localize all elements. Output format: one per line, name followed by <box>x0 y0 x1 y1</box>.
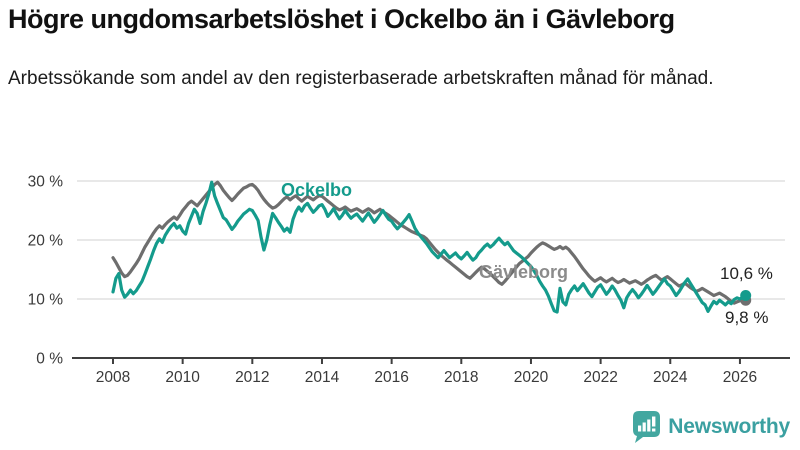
x-tick-label: 2022 <box>583 369 617 386</box>
y-tick-label: 30 % <box>28 174 64 191</box>
series-line-gävleborg <box>111 180 748 305</box>
x-tick-label: 2024 <box>653 369 688 386</box>
x-tick-label: 2016 <box>374 369 408 386</box>
chart-subtitle: Arbetssökande som andel av den registerb… <box>8 68 714 89</box>
x-tick-label: 2012 <box>235 369 269 386</box>
x-axis-ticks: 2008 2010 2012 2014 2016 2018 2020 2022 2024 2026 <box>96 358 757 386</box>
newsworthy-logo: Newsworthy <box>633 411 790 443</box>
x-tick-label: 2010 <box>165 369 200 386</box>
y-tick-label: 10 % <box>28 292 64 309</box>
newsworthy-logo-text: Newsworthy <box>668 415 790 438</box>
series-lines <box>111 180 752 314</box>
end-value-gavleborg: 9,8 % <box>725 308 768 327</box>
x-tick-label: 2008 <box>96 369 130 386</box>
y-axis-labels: 30 % 20 % 10 % 0 % <box>28 174 64 368</box>
end-value-ockelbo: 10,6 % <box>720 264 773 283</box>
page-title: Högre ungdomsarbetslöshet i Ockelbo än i… <box>8 4 675 34</box>
series-label-gavleborg: Gävleborg <box>479 262 568 282</box>
series-label-ockelbo: Ockelbo <box>281 180 352 200</box>
newsworthy-logo-icon <box>633 411 661 443</box>
gridlines <box>77 180 785 300</box>
y-tick-label: 20 % <box>28 233 64 250</box>
y-tick-label: 0 % <box>36 351 63 368</box>
line-chart: 30 % 20 % 10 % 0 % 2008 2010 2012 2014 2016 2018… <box>0 150 800 410</box>
x-tick-label: 2026 <box>723 369 757 386</box>
x-tick-label: 2020 <box>514 369 549 386</box>
series-line-ockelbo <box>111 180 748 314</box>
end-dot-ockelbo <box>740 290 752 301</box>
x-tick-label: 2014 <box>305 369 340 386</box>
x-tick-label: 2018 <box>444 369 478 386</box>
